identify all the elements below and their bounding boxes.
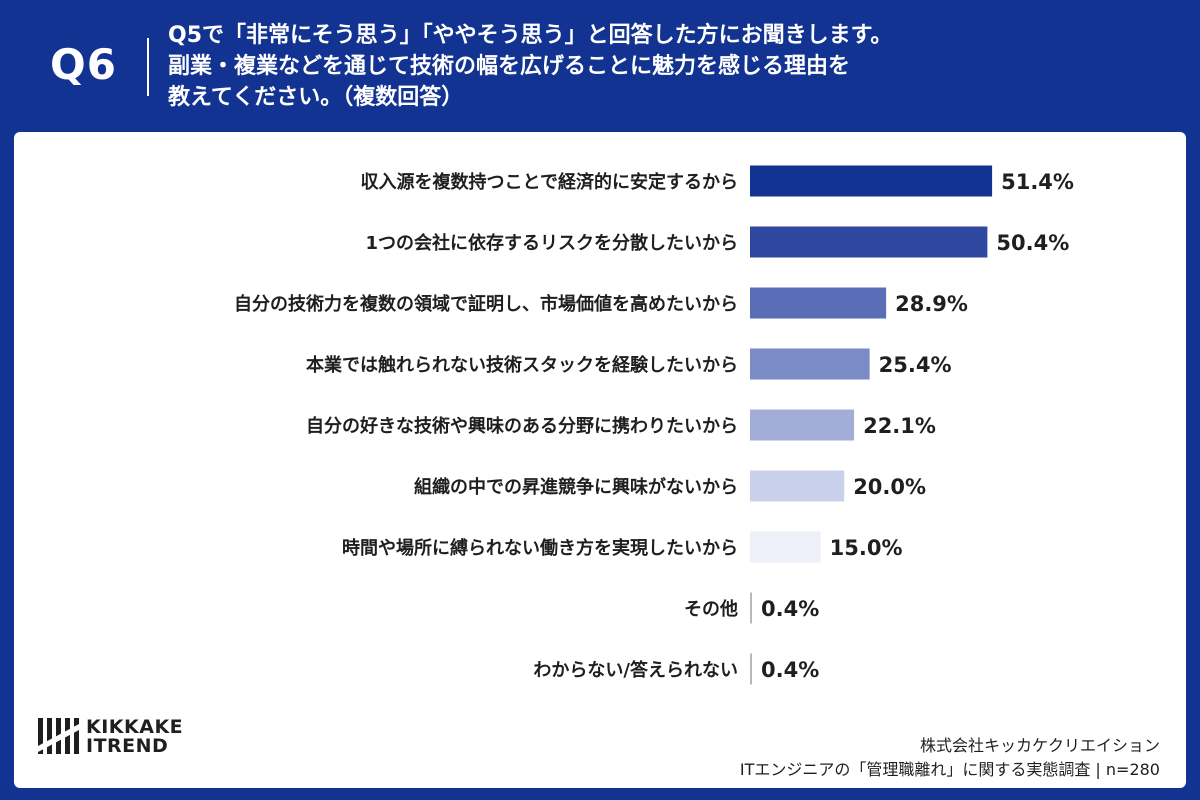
- bar: [750, 165, 993, 197]
- value-label: 51.4%: [1001, 170, 1074, 194]
- source-note: 株式会社キッカケクリエイション ITエンジニアの「管理職離れ」に関する実態調査 …: [740, 734, 1160, 782]
- category-label: 本業では触れられない技術スタックを経験したいから: [306, 354, 738, 376]
- value-label: 0.4%: [761, 658, 819, 682]
- category-label: 自分の好きな技術や興味のある分野に携わりたいから: [306, 415, 738, 437]
- question-line-3: 教えてください。（複数回答）: [168, 85, 464, 110]
- category-label: その他: [684, 598, 738, 620]
- question-divider: [147, 38, 149, 96]
- category-label: 1つの会社に依存するリスクを分散したいから: [365, 232, 738, 254]
- category-label: わからない/答えられない: [533, 659, 738, 681]
- company-name: 株式会社キッカケクリエイション: [919, 736, 1160, 755]
- chart-card: 収入源を複数持つことで経済的に安定するから 51.4% 1つの会社に依存するリスクを…: [14, 132, 1186, 788]
- question-line-2: 副業・複業などを通じて技術の幅を広げることに魅力を感じる理由を: [168, 54, 851, 79]
- survey-info: ITエンジニアの「管理職離れ」に関する実態調査 | n=280: [739, 760, 1160, 779]
- value-label: 50.4%: [996, 231, 1069, 255]
- category-label: 収入源を複数持つことで経済的に安定するから: [361, 171, 738, 193]
- header: Q6 Q5で「非常にそう思う」「ややそう思う」と回答した方にお聞きします。 副業…: [0, 0, 1200, 130]
- bar: [750, 287, 887, 319]
- kikkake-logo-text: KIKKAKE ITREND: [86, 718, 183, 756]
- bar: [750, 592, 752, 624]
- question-number: Q6: [50, 40, 117, 89]
- value-label: 28.9%: [895, 292, 968, 316]
- bar: [750, 226, 988, 258]
- bar: [750, 409, 855, 441]
- value-label: 20.0%: [853, 475, 926, 499]
- kikkake-logo-icon: [38, 718, 79, 754]
- category-label: 組織の中での昇進競争に興味がないから: [414, 476, 738, 498]
- question-line-1: Q5で「非常にそう思う」「ややそう思う」と回答した方にお聞きします。: [168, 23, 893, 48]
- category-label: 自分の技術力を複数の領域で証明し、市場価値を高めたいから: [234, 293, 738, 315]
- logo-line-2: ITREND: [86, 735, 169, 757]
- question-text: Q5で「非常にそう思う」「ややそう思う」と回答した方にお聞きします。 副業・複業…: [168, 20, 1168, 113]
- value-label: 22.1%: [863, 414, 936, 438]
- bar: [750, 653, 752, 685]
- value-label: 15.0%: [830, 536, 903, 560]
- logo-line-1: KIKKAKE: [86, 716, 184, 738]
- category-label: 時間や場所に縛られない働き方を実現したいから: [342, 537, 738, 559]
- bar: [750, 531, 821, 563]
- bar: [750, 348, 870, 380]
- value-label: 0.4%: [761, 597, 819, 621]
- value-label: 25.4%: [879, 353, 952, 377]
- bar-chart: 収入源を複数持つことで経済的に安定するから 51.4% 1つの会社に依存するリスクを…: [234, 165, 1074, 685]
- bar: [750, 470, 845, 502]
